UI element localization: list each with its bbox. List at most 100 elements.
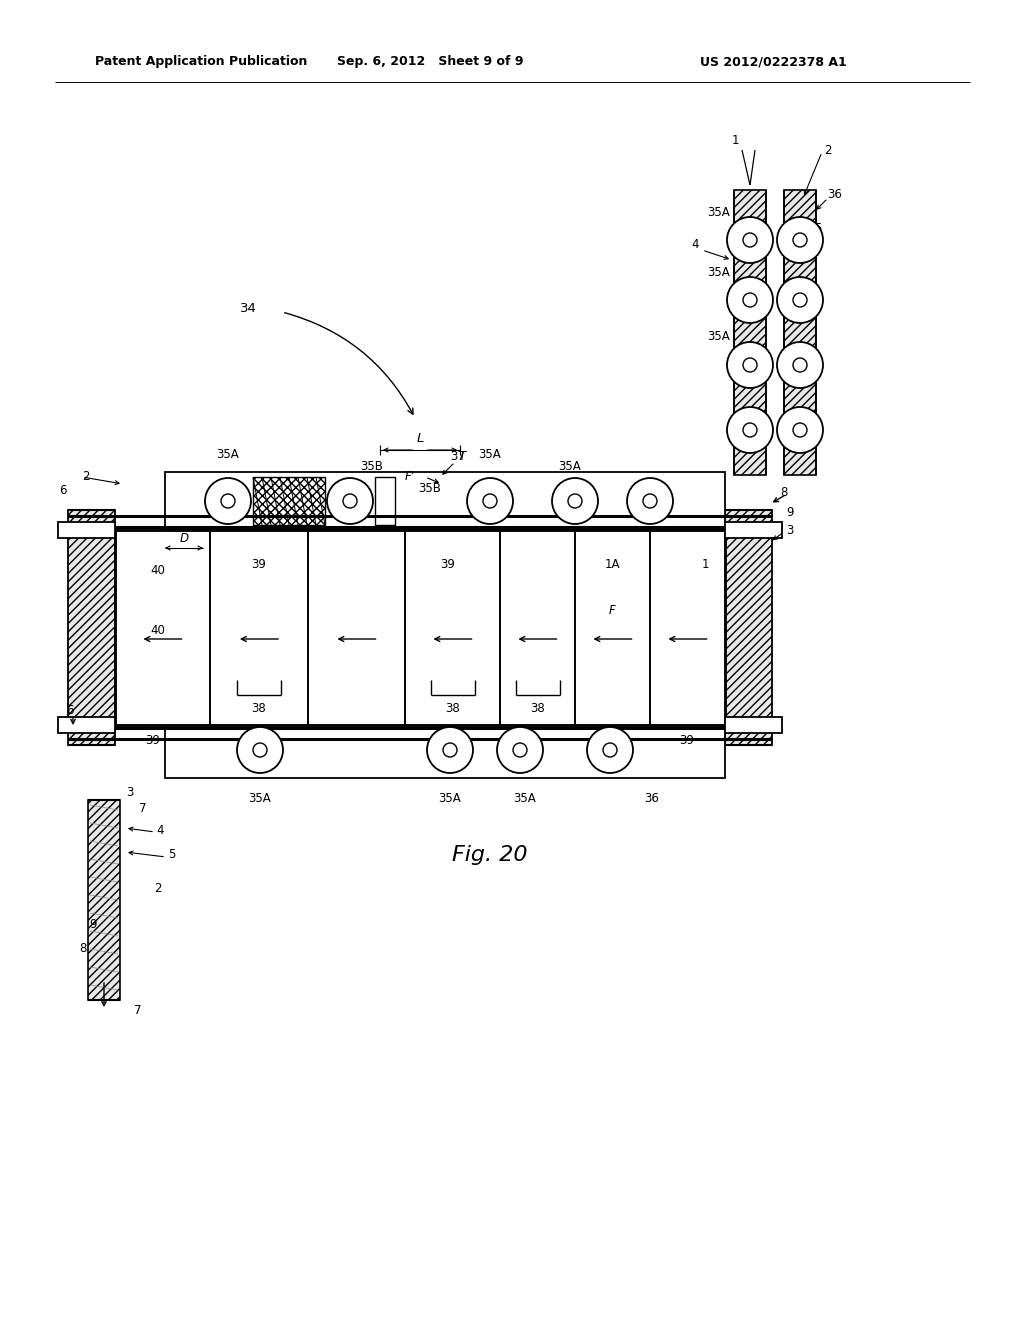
Text: 2: 2 — [82, 470, 90, 483]
Text: 36: 36 — [827, 189, 843, 202]
Text: 1: 1 — [731, 133, 738, 147]
Bar — [725, 521, 782, 539]
Text: 2: 2 — [824, 144, 831, 157]
Text: 3: 3 — [786, 524, 794, 536]
Circle shape — [205, 478, 251, 524]
Bar — [725, 717, 782, 733]
Circle shape — [643, 494, 657, 508]
Text: 6: 6 — [67, 705, 74, 718]
Text: 35A: 35A — [438, 792, 462, 804]
Text: 4: 4 — [691, 239, 698, 252]
Circle shape — [743, 422, 757, 437]
Text: 8: 8 — [780, 486, 787, 499]
Bar — [500, 531, 575, 725]
Circle shape — [793, 234, 807, 247]
Circle shape — [587, 727, 633, 774]
Bar — [165, 473, 725, 531]
Text: L: L — [417, 432, 424, 445]
Circle shape — [343, 494, 357, 508]
Bar — [165, 723, 725, 777]
Bar — [58, 521, 115, 539]
Text: 1: 1 — [701, 558, 709, 572]
Text: 40: 40 — [151, 564, 165, 577]
Circle shape — [467, 478, 513, 524]
Bar — [88, 800, 120, 1001]
Text: 34: 34 — [240, 301, 256, 314]
Circle shape — [483, 494, 497, 508]
Text: 35A: 35A — [514, 792, 537, 804]
Circle shape — [443, 743, 457, 756]
Bar — [253, 477, 325, 525]
Text: 7: 7 — [139, 801, 146, 814]
Text: 35B: 35B — [419, 482, 441, 495]
Circle shape — [743, 293, 757, 308]
Text: F: F — [609, 603, 615, 616]
Circle shape — [327, 478, 373, 524]
Bar — [68, 510, 115, 744]
Circle shape — [793, 422, 807, 437]
Circle shape — [727, 342, 773, 388]
Text: 35B: 35B — [360, 461, 383, 474]
Text: 7: 7 — [134, 1003, 141, 1016]
Bar — [734, 190, 766, 475]
Text: 38: 38 — [252, 702, 266, 715]
Bar — [375, 477, 395, 525]
Circle shape — [568, 494, 582, 508]
Circle shape — [603, 743, 617, 756]
Text: 35A: 35A — [708, 265, 730, 279]
Bar — [58, 717, 115, 733]
Circle shape — [727, 277, 773, 323]
Text: 36: 36 — [644, 792, 659, 804]
Text: 35A: 35A — [478, 447, 502, 461]
Text: 39: 39 — [440, 558, 455, 572]
Text: T: T — [459, 450, 466, 462]
Circle shape — [237, 727, 283, 774]
Text: 39: 39 — [680, 734, 694, 747]
Text: 35A: 35A — [708, 206, 730, 219]
Circle shape — [497, 727, 543, 774]
Circle shape — [552, 478, 598, 524]
Circle shape — [777, 342, 823, 388]
Text: 9: 9 — [786, 506, 794, 519]
Text: 8: 8 — [79, 941, 87, 954]
Text: 1A: 1A — [605, 558, 621, 572]
Circle shape — [777, 277, 823, 323]
Text: 38: 38 — [445, 702, 460, 715]
Text: 38: 38 — [530, 702, 545, 715]
Text: 35A: 35A — [249, 792, 271, 804]
Text: 39: 39 — [252, 558, 266, 572]
Circle shape — [777, 216, 823, 263]
Circle shape — [627, 478, 673, 524]
Text: 4: 4 — [157, 824, 164, 837]
Text: Sep. 6, 2012   Sheet 9 of 9: Sep. 6, 2012 Sheet 9 of 9 — [337, 55, 523, 69]
Circle shape — [743, 358, 757, 372]
Text: 9: 9 — [89, 919, 96, 932]
Text: 5: 5 — [814, 222, 821, 235]
Circle shape — [221, 494, 234, 508]
Text: 39: 39 — [145, 734, 161, 747]
Text: 40: 40 — [151, 623, 165, 636]
Text: 5: 5 — [168, 849, 176, 862]
Text: 37: 37 — [451, 450, 466, 463]
Circle shape — [727, 216, 773, 263]
Bar — [115, 531, 725, 725]
Circle shape — [513, 743, 527, 756]
FancyArrowPatch shape — [285, 313, 413, 414]
Text: 3: 3 — [126, 785, 134, 799]
Text: F': F' — [406, 470, 415, 483]
Bar — [308, 531, 406, 725]
Circle shape — [727, 407, 773, 453]
Bar — [115, 531, 210, 725]
Circle shape — [253, 743, 267, 756]
Text: 35A: 35A — [217, 447, 240, 461]
Bar — [725, 510, 772, 744]
Text: Fig. 20: Fig. 20 — [453, 845, 527, 865]
Text: 6: 6 — [59, 483, 67, 496]
Text: 35A: 35A — [559, 461, 582, 474]
Circle shape — [427, 727, 473, 774]
Text: 2: 2 — [155, 882, 162, 895]
Bar — [650, 531, 725, 725]
Circle shape — [743, 234, 757, 247]
Text: US 2012/0222378 A1: US 2012/0222378 A1 — [700, 55, 847, 69]
Bar — [784, 190, 816, 475]
